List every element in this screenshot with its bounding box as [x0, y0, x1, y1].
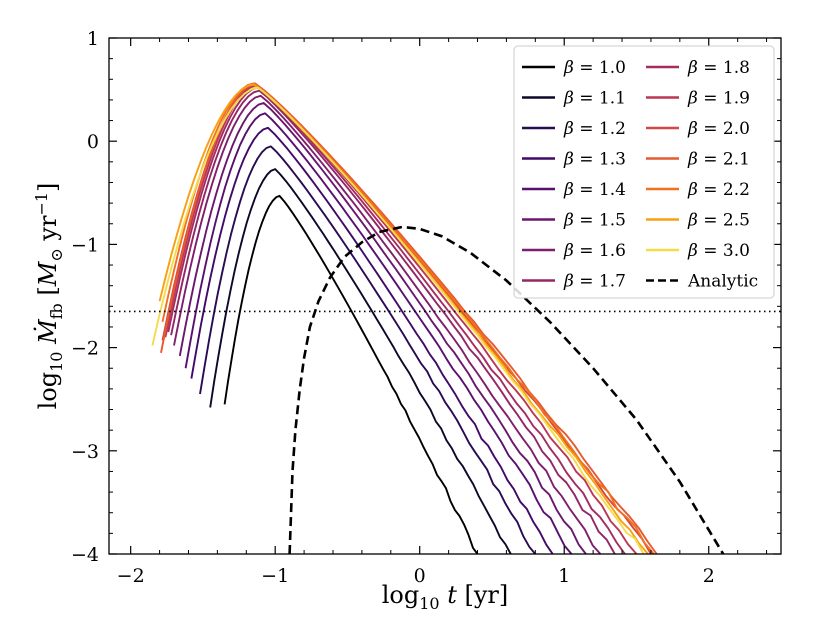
- legend-label: Analytic: [687, 272, 758, 292]
- tick-layer: −2 −1 0 1 2 −4 −3 −2 −1 0 1: [71, 28, 781, 587]
- plot-frame: [108, 37, 782, 555]
- legend-label: β = 1.4: [563, 180, 626, 200]
- legend-label: β = 1.3: [563, 150, 626, 170]
- x-tick-label: −2: [117, 565, 145, 587]
- y-tick-label: 0: [87, 131, 99, 153]
- legend-label: β = 1.2: [563, 119, 626, 139]
- series-line-beta-1.5: [178, 102, 587, 555]
- series-line-beta-1.0: [223, 194, 479, 555]
- x-tick-label: 1: [558, 565, 570, 587]
- series-line-beta-1.8: [167, 86, 626, 555]
- series-line-beta-1.2: [199, 145, 537, 555]
- legend-label: β = 2.0: [687, 119, 750, 139]
- y-tick-label: 1: [87, 28, 99, 50]
- y-tick-label: −3: [71, 441, 99, 463]
- series-line-beta-2.2: [161, 82, 655, 555]
- legend: β = 1.0 β = 1.1 β = 1.2 β = 1.3 β = 1.4 β = 1…: [513, 45, 775, 299]
- series-line-beta-1.7: [170, 89, 616, 555]
- legend-label: β = 3.0: [687, 241, 750, 261]
- series-line-beta-1.4: [184, 112, 573, 555]
- legend-label: β = 1.9: [687, 89, 750, 109]
- legend-label: β = 1.7: [563, 272, 626, 292]
- legend-label: β = 1.0: [563, 58, 626, 78]
- legend-label: β = 1.8: [687, 58, 750, 78]
- y-tick-label: −4: [71, 544, 99, 566]
- legend-label: β = 1.5: [563, 211, 626, 231]
- x-tick-label: 2: [703, 565, 715, 587]
- analytic-curve: [288, 225, 725, 555]
- y-axis-label: log10 Ṁfb [M⊙ yr−1]: [32, 183, 66, 410]
- x-axis-label: log10 t [yr]: [382, 581, 509, 613]
- analytic-layer: [288, 225, 725, 555]
- x-tick-label: −1: [261, 565, 289, 587]
- series-line-beta-3.0: [151, 86, 645, 555]
- y-tick-label: −1: [71, 234, 99, 256]
- legend-label: β = 2.1: [687, 150, 750, 170]
- legend-box: [513, 45, 775, 299]
- x-tick-label: 0: [414, 565, 426, 587]
- y-tick-label: −2: [71, 338, 99, 360]
- series-line-beta-1.1: [209, 168, 512, 555]
- series-line-beta-1.6: [173, 94, 602, 555]
- series-line-beta-1.9: [164, 84, 638, 555]
- legend-label: β = 1.1: [563, 89, 626, 109]
- legend-label: β = 2.2: [687, 180, 750, 200]
- legend-label: β = 2.5: [687, 211, 750, 231]
- series-layer: [151, 82, 658, 555]
- legend-label: β = 1.6: [563, 241, 626, 261]
